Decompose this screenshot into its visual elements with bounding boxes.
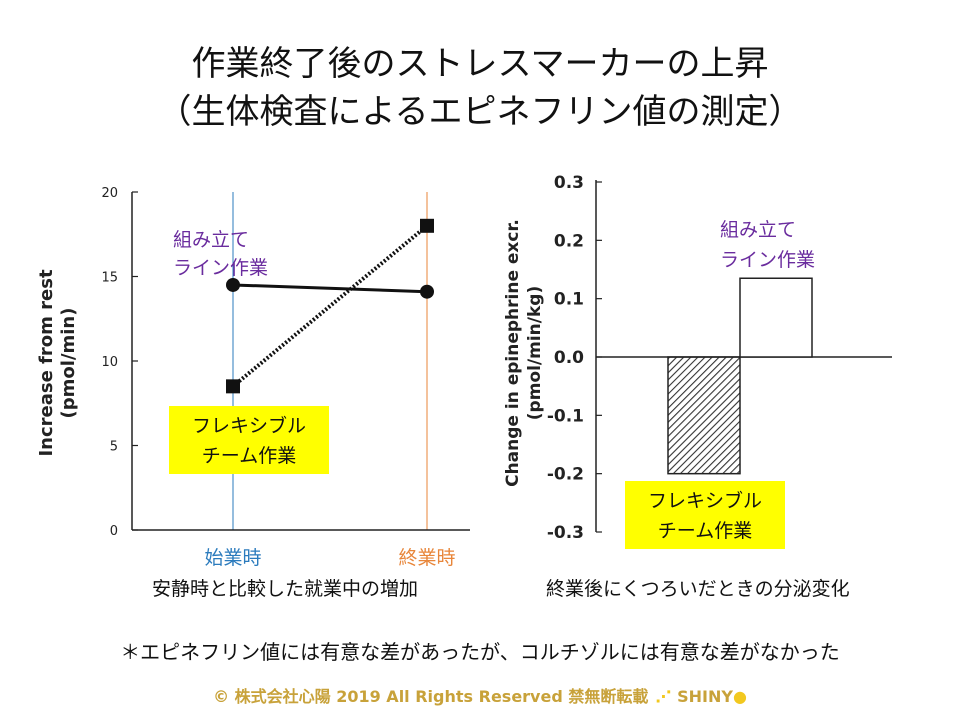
bar	[667, 356, 741, 475]
bar-label-line: フレキシブル	[648, 489, 762, 512]
shiny-logo-icon: ⋰	[653, 687, 672, 706]
y-axis-label-line2: (pmol/min/kg)	[525, 286, 545, 420]
y-tick-label: 0.0	[554, 348, 584, 368]
y-tick-label: -0.2	[547, 465, 584, 485]
series-line-0	[232, 283, 428, 294]
y-axis-label-group: Increase from rest (pmol/min)	[36, 269, 79, 456]
series-label-line: フレキシブル	[192, 414, 306, 437]
y-tick-label: 15	[101, 271, 118, 286]
series-label-line: 組み立て	[173, 229, 249, 251]
data-point-circle	[226, 277, 240, 292]
series-line-1	[231, 224, 429, 388]
copyright-footer: © 株式会社心陽 2019 All Rights Reserved 禁無断転載 …	[0, 683, 960, 707]
y-tick-label: 0	[110, 524, 118, 539]
series-label-line: ライン作業	[173, 257, 268, 279]
y-axis-label-line2: (pmol/min)	[58, 308, 79, 419]
y-tick-label: 20	[101, 186, 118, 201]
y-axis-label-line1: Increase from rest	[36, 269, 57, 456]
series-label-box	[169, 406, 329, 474]
data-point-square	[226, 379, 240, 394]
slide-title-line1: 作業終了後のストレスマーカーの上昇	[191, 44, 769, 84]
data-point-circle	[420, 284, 434, 299]
left-line-chart: 0 5 10 15 20 Increase from rest (pmol/min) 始業時 終…	[36, 186, 470, 569]
footnote: ＊エピネフリン値には有意な差があったが、コルチゾルには有意な差がなかった	[120, 640, 840, 664]
bar-label-line: 組み立て	[720, 219, 796, 241]
y-tick-label: 5	[110, 440, 118, 455]
y-tick-label: 0.2	[554, 231, 584, 251]
copyright-text: © 株式会社心陽 2019 All Rights Reserved 禁無断転載	[213, 687, 649, 706]
y-tick-label: 0.3	[554, 173, 584, 193]
bar-label-line: ライン作業	[720, 249, 815, 271]
brand-text: SHINY	[677, 687, 733, 706]
y-tick-label: 10	[101, 355, 118, 370]
logo-dot-icon: ●	[732, 687, 747, 706]
right-bar-chart: 0.3 0.2 0.1 0.0 -0.1 -0.2 -0.3 Change in epinep…	[503, 173, 892, 549]
y-tick-label: -0.3	[547, 523, 584, 543]
y-axis-label-line1: Change in epinephrine excr.	[503, 219, 523, 487]
series-label-line: チーム作業	[202, 445, 296, 467]
y-tick-label: 0.1	[554, 290, 584, 310]
left-chart-caption: 安静時と比較した就業中の増加	[152, 578, 419, 600]
y-tick-label: -0.1	[547, 406, 584, 426]
x-category-label: 終業時	[398, 547, 455, 569]
data-point-square	[420, 218, 434, 233]
x-category-label: 始業時	[204, 547, 261, 569]
bar-label-box	[625, 481, 785, 549]
bar	[739, 277, 813, 358]
slide-title-line2: （生体検査によるエピネフリン値の測定）	[157, 92, 803, 132]
right-chart-caption: 終業後にくつろいだときの分泌変化	[546, 578, 850, 600]
bar-label-line: チーム作業	[658, 520, 752, 542]
y-axis-label-group: Change in epinephrine excr. (pmol/min/kg)	[503, 219, 545, 487]
